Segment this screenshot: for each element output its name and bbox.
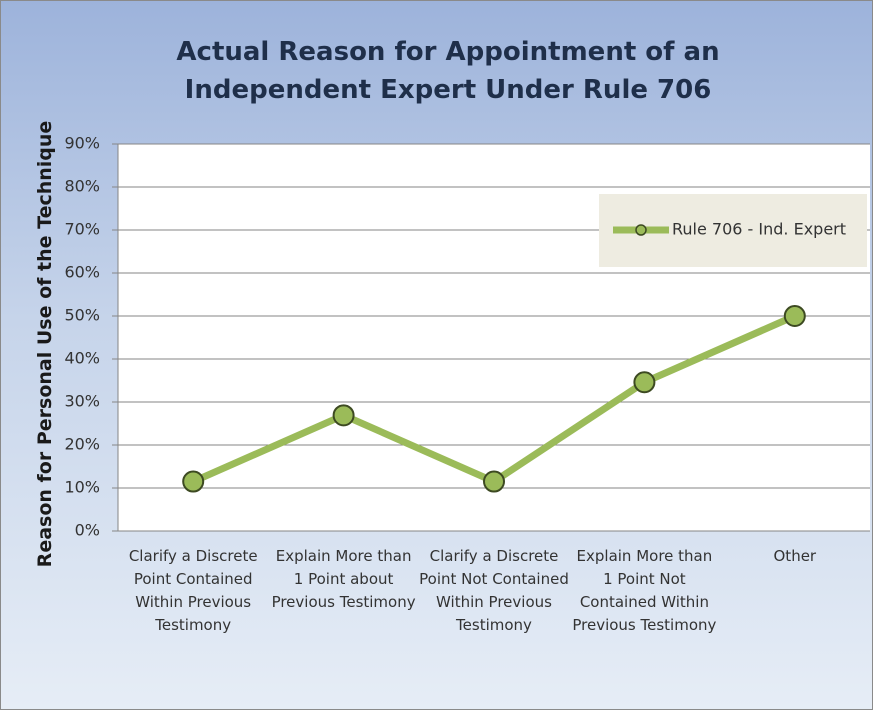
- y-tick-label: 80%: [64, 177, 100, 196]
- data-point: [483, 470, 505, 493]
- x-tick-label: Explain More than 1 Point about Previous…: [271, 547, 416, 611]
- y-tick-label: 0%: [75, 521, 100, 540]
- y-tick-label: 20%: [64, 435, 100, 454]
- legend-marker: [635, 224, 647, 236]
- x-tick-label: Clarify a Discrete Point Contained Withi…: [128, 547, 258, 634]
- y-axis-label: Reason for Personal Use of the Technique: [34, 120, 56, 568]
- x-tick-label: Other: [773, 547, 817, 565]
- data-point: [332, 404, 355, 427]
- y-tick-label: 10%: [64, 478, 100, 497]
- y-tick-label: 90%: [64, 134, 100, 153]
- y-tick-label: 70%: [64, 220, 100, 239]
- x-tick-label: Explain More than 1 Point Not Contained …: [572, 547, 717, 634]
- y-tick-label: 30%: [64, 392, 100, 411]
- x-tick-label: Clarify a Discrete Point Not Contained W…: [419, 547, 569, 634]
- data-point: [182, 470, 205, 493]
- data-point: [783, 305, 806, 327]
- y-tick-label: 40%: [64, 349, 100, 368]
- chart-title: Actual Reason for Appointment of an Inde…: [176, 37, 720, 105]
- y-tick-label: 60%: [64, 263, 100, 282]
- data-point: [633, 371, 656, 394]
- y-tick-label: 50%: [64, 306, 100, 325]
- legend-label: Rule 706 - Ind. Expert: [672, 220, 846, 239]
